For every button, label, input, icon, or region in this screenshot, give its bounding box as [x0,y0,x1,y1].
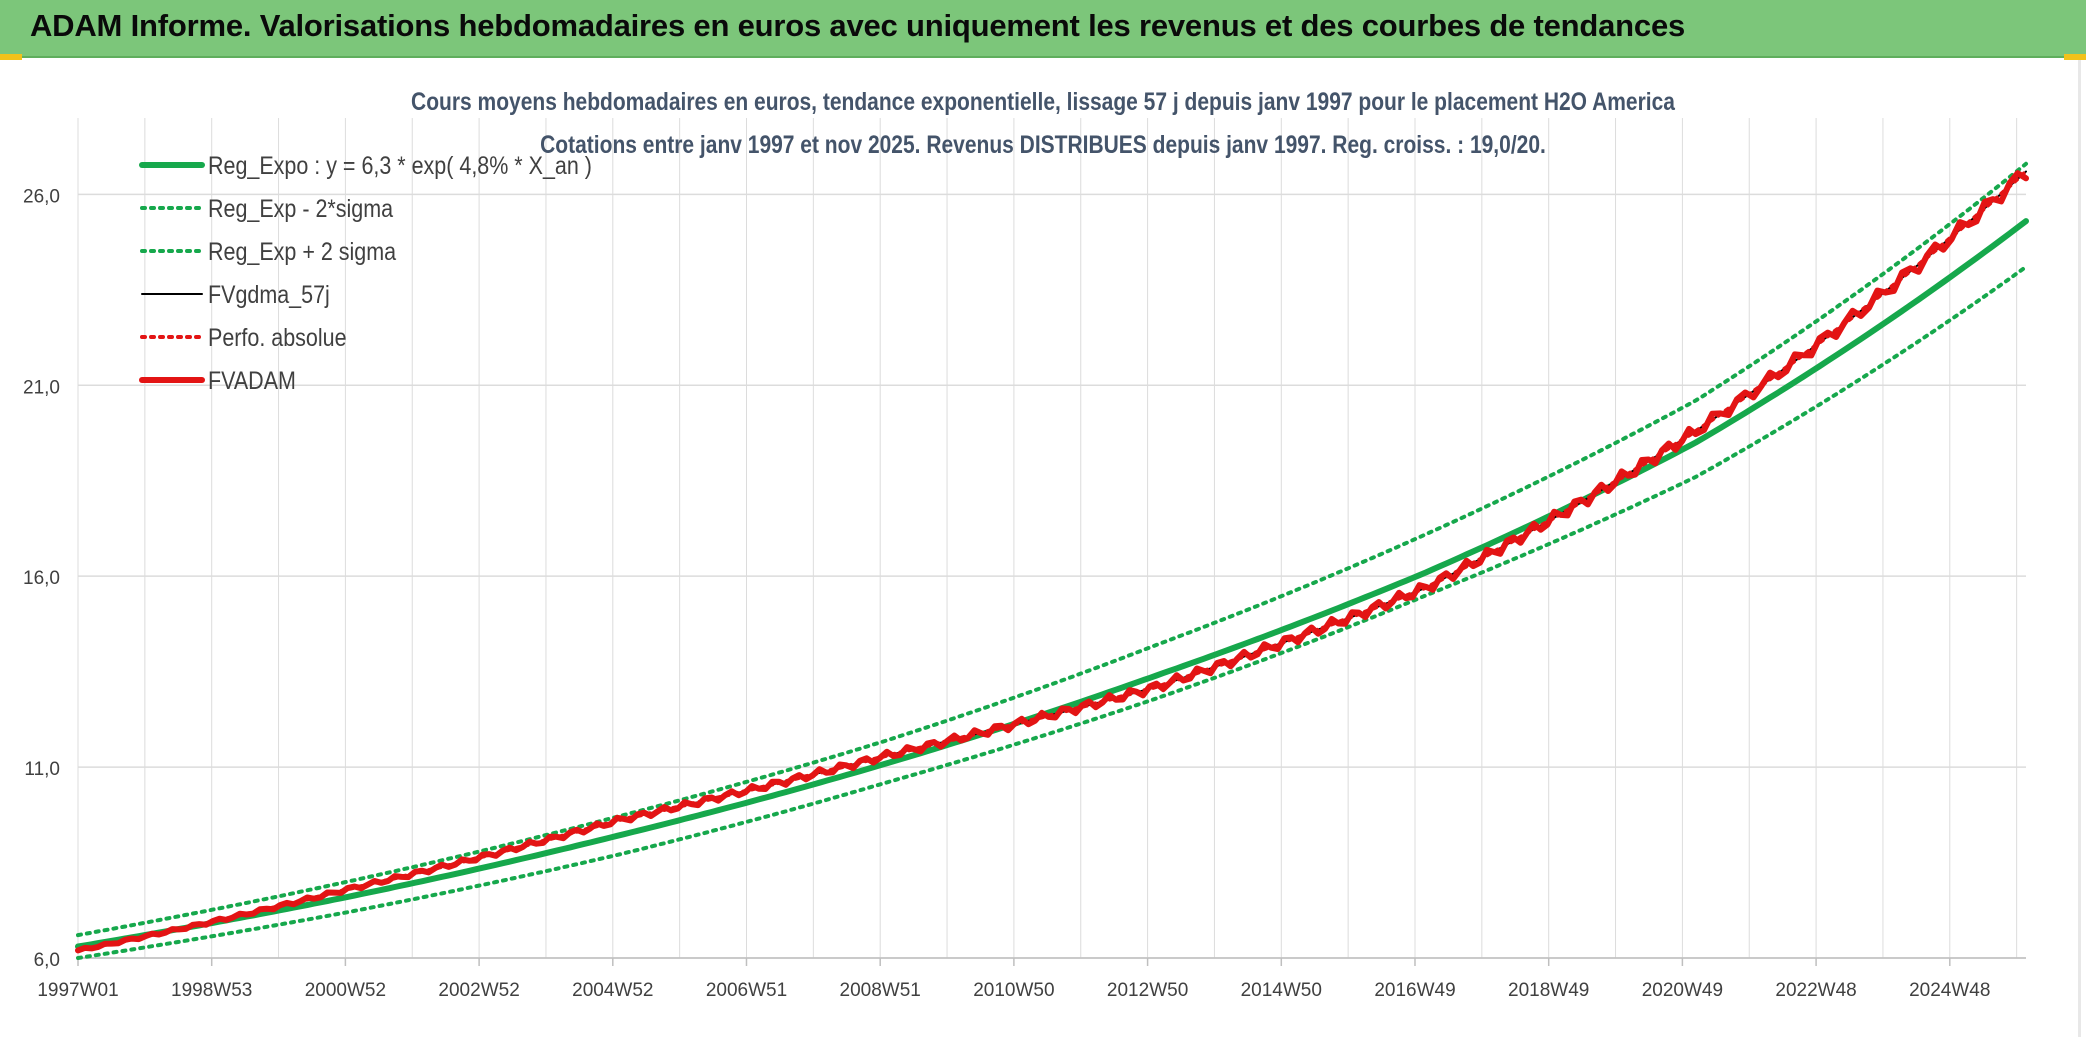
legend-label-2: Reg_Exp + 2 sigma [208,237,396,265]
legend: Reg_Expo : y = 6,3 * exp( 4,8% * X_an ) R… [139,151,592,394]
series-line-5 [75,170,2029,954]
x-tick-label: 2014W50 [1241,980,1322,1001]
series-line-4 [76,169,2028,953]
y-tick-label: 6,0 [34,950,60,971]
x-tick-label: 1997W01 [37,980,118,1001]
x-tick-label: 2000W52 [305,980,386,1001]
legend-label-5: FVADAM [208,366,296,394]
chart-title: Cours moyens hebdomadaires en euros, ten… [411,87,1675,115]
axes: 6,0 11,0 16,0 21,0 26,0 1997W01 1998W53 2000W52… [23,186,2026,1001]
x-tick-label: 2006W51 [706,980,787,1001]
y-tick-label: 16,0 [23,568,60,589]
corner-mark-left [0,54,22,60]
legend-label-0: Reg_Expo : y = 6,3 * exp( 4,8% * X_an ) [208,151,592,179]
chart-subtitle: Cotations entre janv 1997 et nov 2025. R… [540,130,1546,158]
series-line-0 [75,218,2029,950]
x-tick-label: 2016W49 [1374,980,1455,1001]
series-line-1 [76,264,2028,960]
x-tick-label: 2004W52 [572,980,653,1001]
legend-label-3: FVgdma_57j [208,280,330,308]
x-tick-label: 2020W49 [1642,980,1723,1001]
series-lines [75,161,2029,960]
corner-mark-right [2064,54,2086,60]
series-line-3 [77,170,2027,952]
legend-label-4: Perfo. absolue [208,323,347,351]
title-banner: ADAM Informe. Valorisations hebdomadaire… [0,0,2086,58]
grid-lines [77,118,2026,959]
x-tick-label: 1998W53 [171,980,252,1001]
chart-area: Cours moyens hebdomadaires en euros, ten… [0,58,2086,1037]
x-tick-label: 2010W50 [973,980,1054,1001]
x-tick-label: 2012W50 [1107,980,1188,1001]
x-tick-label: 2022W48 [1775,980,1856,1001]
y-tick-label: 26,0 [23,186,60,207]
chart-svg: Cours moyens hebdomadaires en euros, ten… [23,87,2029,1001]
x-tick-label: 2002W52 [438,980,519,1001]
report-title: ADAM Informe. Valorisations hebdomadaire… [30,8,1686,43]
x-tick-label: 2018W49 [1508,980,1589,1001]
legend-label-1: Reg_Exp - 2*sigma [208,194,393,222]
y-tick-label: 11,0 [24,759,60,780]
x-tick-label: 2024W48 [1909,980,1990,1001]
x-tick-label: 2008W51 [840,980,921,1001]
right-edge-rule [2078,60,2081,1037]
y-tick-label: 21,0 [23,377,60,398]
series-line-2 [76,161,2028,938]
